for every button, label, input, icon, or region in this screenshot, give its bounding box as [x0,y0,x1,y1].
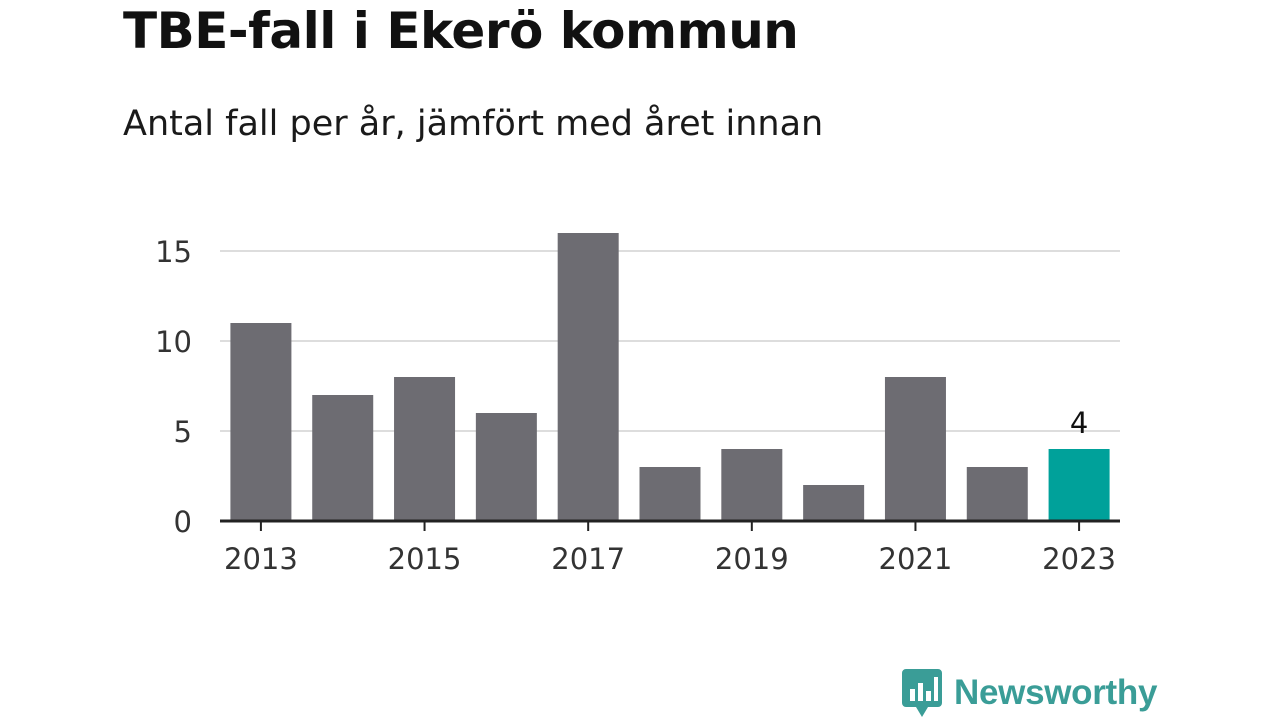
logo-text: Newsworthy [954,673,1158,712]
y-tick-label: 0 [174,505,192,539]
bar [312,395,374,521]
bar [803,485,865,521]
bar [884,377,946,521]
chart-title: TBE-fall i Ekerö kommun [123,2,799,60]
data-label: 4 [1070,406,1088,440]
x-tick-label: 2019 [715,542,789,576]
bar [394,377,456,521]
bar [557,233,619,521]
newsworthy-logo-icon [902,669,942,717]
x-tick-label: 2017 [551,542,625,576]
bar [639,467,701,521]
chart-subtitle: Antal fall per år, jämfört med året inna… [123,104,824,144]
y-tick-label: 5 [174,415,192,449]
x-tick-label: 2015 [388,542,462,576]
x-tick-label: 2023 [1042,542,1116,576]
y-tick-label: 10 [155,325,192,359]
bar [966,467,1028,521]
bar [475,413,537,521]
x-tick-label: 2013 [224,542,298,576]
bar [721,449,783,521]
y-tick-label: 15 [155,235,192,269]
bar [1048,449,1110,521]
newsworthy-logo: Newsworthy [902,669,1157,717]
bar [230,323,292,521]
x-tick-label: 2021 [879,542,953,576]
